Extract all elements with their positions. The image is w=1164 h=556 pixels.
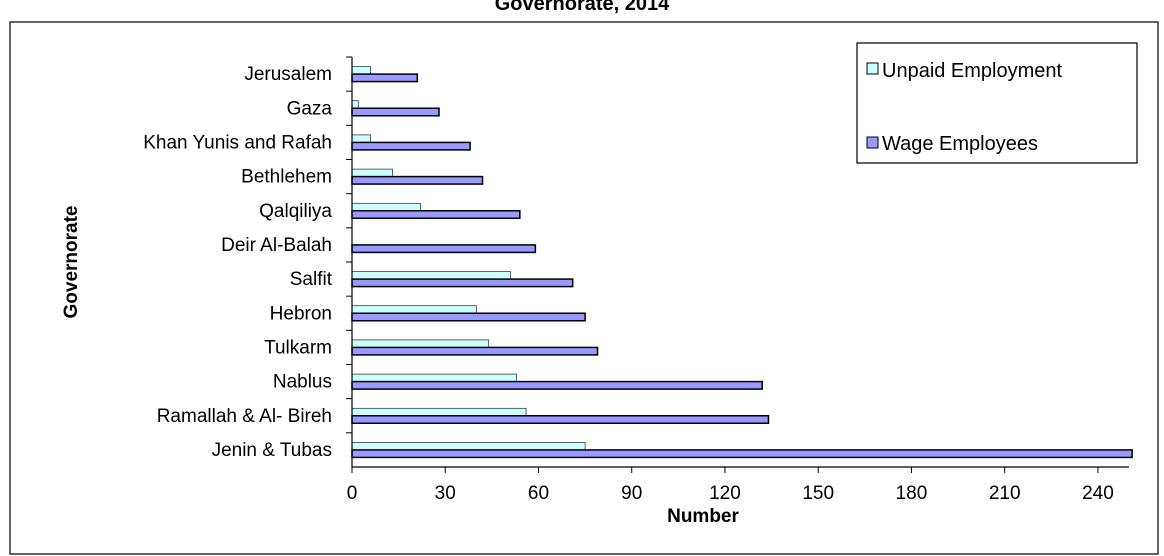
x-tick-label: 180 xyxy=(896,483,928,504)
bar-unpaid-employment-salfit xyxy=(351,271,511,280)
bar-wage-employees-qalqiliya xyxy=(351,210,521,219)
category-label-deir-al-balah: Deir Al-Balah xyxy=(221,235,332,256)
legend-box xyxy=(856,42,1138,164)
bar-wage-employees-khan-yunis-and-rafah xyxy=(351,141,471,151)
category-labels: Jerusalem Gaza Khan Yunis and Rafah Bethleh… xyxy=(143,56,352,461)
bar-wage-employees-deir-al-balah xyxy=(351,244,537,254)
category-label-jenin-tubas: Jenin & Tubas xyxy=(212,440,332,461)
chart-border xyxy=(9,21,1159,555)
bars-layer xyxy=(351,66,1133,459)
bar-unpaid-employment-tulkarm xyxy=(351,339,490,348)
bar-unpaid-employment-khan-yunis-and-rafah xyxy=(351,134,371,143)
ticks-layer: 0 30 60 90 120 150 180 210 240 xyxy=(347,467,1114,504)
legend-label-wage-employees: Wage Employees xyxy=(882,133,1038,155)
bar-wage-employees-hebron xyxy=(351,312,586,322)
category-label-tulkarm: Tulkarm xyxy=(264,337,332,358)
bar-unpaid-employment-qalqiliya xyxy=(351,202,421,212)
legend-swatch-wage-employees xyxy=(866,136,879,149)
x-tick-label: 150 xyxy=(802,483,834,504)
legend-swatch-unpaid-employment xyxy=(866,62,879,75)
x-tick-label: 30 xyxy=(435,483,456,504)
chart-title: Governorate, 2014 xyxy=(495,0,670,15)
x-tick-label: 120 xyxy=(709,483,741,504)
bar-wage-employees-tulkarm xyxy=(351,346,599,356)
bar-wage-employees-salfit xyxy=(351,278,574,288)
category-label-gaza: Gaza xyxy=(287,98,333,119)
x-tick-label: 90 xyxy=(621,483,642,504)
category-label-qalqiliya: Qalqiliya xyxy=(259,201,332,222)
x-tick-label: 0 xyxy=(347,483,358,504)
bar-wage-employees-gaza xyxy=(351,107,440,117)
y-axis-label: Governorate xyxy=(61,206,82,319)
bar-unpaid-employment-jenin-tubas xyxy=(351,442,586,451)
bar-unpaid-employment-jerusalem xyxy=(351,66,371,75)
category-label-bethlehem: Bethlehem xyxy=(241,167,332,188)
bar-unpaid-employment-ramallah-al-bireh xyxy=(351,407,527,417)
x-axis-label: Number xyxy=(667,506,739,527)
legend-label-unpaid-employment: Unpaid Employment xyxy=(882,60,1063,82)
bar-wage-employees-jenin-tubas xyxy=(351,449,1133,459)
category-label-salfit: Salfit xyxy=(290,269,333,290)
x-tick-label: 60 xyxy=(528,483,549,504)
category-label-jerusalem: Jerusalem xyxy=(244,64,332,85)
legend: Unpaid Employment Wage Employees xyxy=(856,42,1138,164)
x-tick-label: 240 xyxy=(1082,483,1114,504)
category-label-khan-yunis-and-rafah: Khan Yunis and Rafah xyxy=(143,132,332,153)
bar-unpaid-employment-hebron xyxy=(351,305,477,314)
bar-wage-employees-jerusalem xyxy=(351,73,419,83)
x-tick-label: 210 xyxy=(989,483,1021,504)
bar-wage-employees-ramallah-al-bireh xyxy=(351,415,770,424)
category-label-nablus: Nablus xyxy=(273,372,332,393)
bar-wage-employees-bethlehem xyxy=(351,175,484,185)
bar-unpaid-employment-nablus xyxy=(351,373,518,382)
bar-unpaid-employment-bethlehem xyxy=(351,168,393,177)
category-label-hebron: Hebron xyxy=(270,303,332,324)
bar-unpaid-employment-gaza xyxy=(351,100,359,109)
bar-wage-employees-nablus xyxy=(351,380,764,390)
category-label-ramallah-al-bireh: Ramallah & Al- Bireh xyxy=(157,406,332,427)
